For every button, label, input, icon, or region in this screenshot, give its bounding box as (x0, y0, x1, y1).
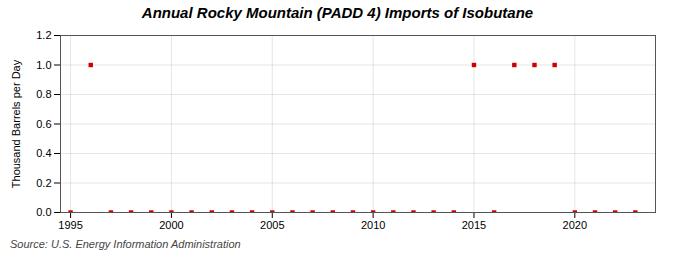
svg-text:1995: 1995 (58, 219, 82, 231)
svg-text:Thousand Barrels per Day: Thousand Barrels per Day (10, 59, 22, 188)
html-text:Source: U.S. Energy Informatio: Source: U.S. Energy Information Administ… (10, 238, 241, 250)
svg-text:0.2: 0.2 (36, 177, 51, 189)
svg-text:2015: 2015 (462, 219, 486, 231)
svg-text:2000: 2000 (159, 219, 183, 231)
svg-text:0.8: 0.8 (36, 88, 51, 100)
svg-text:1.2: 1.2 (36, 29, 51, 41)
svg-text:2010: 2010 (361, 219, 385, 231)
svg-text:0.0: 0.0 (36, 206, 51, 218)
html-text:Annual Rocky Mountain (PADD 4): Annual Rocky Mountain (PADD 4) Imports o… (141, 4, 534, 21)
svg-text:2020: 2020 (563, 219, 587, 231)
svg-text:2005: 2005 (260, 219, 284, 231)
svg-text:0.4: 0.4 (36, 147, 51, 159)
svg-text:0.6: 0.6 (36, 118, 51, 130)
svg-text:1.0: 1.0 (36, 59, 51, 71)
